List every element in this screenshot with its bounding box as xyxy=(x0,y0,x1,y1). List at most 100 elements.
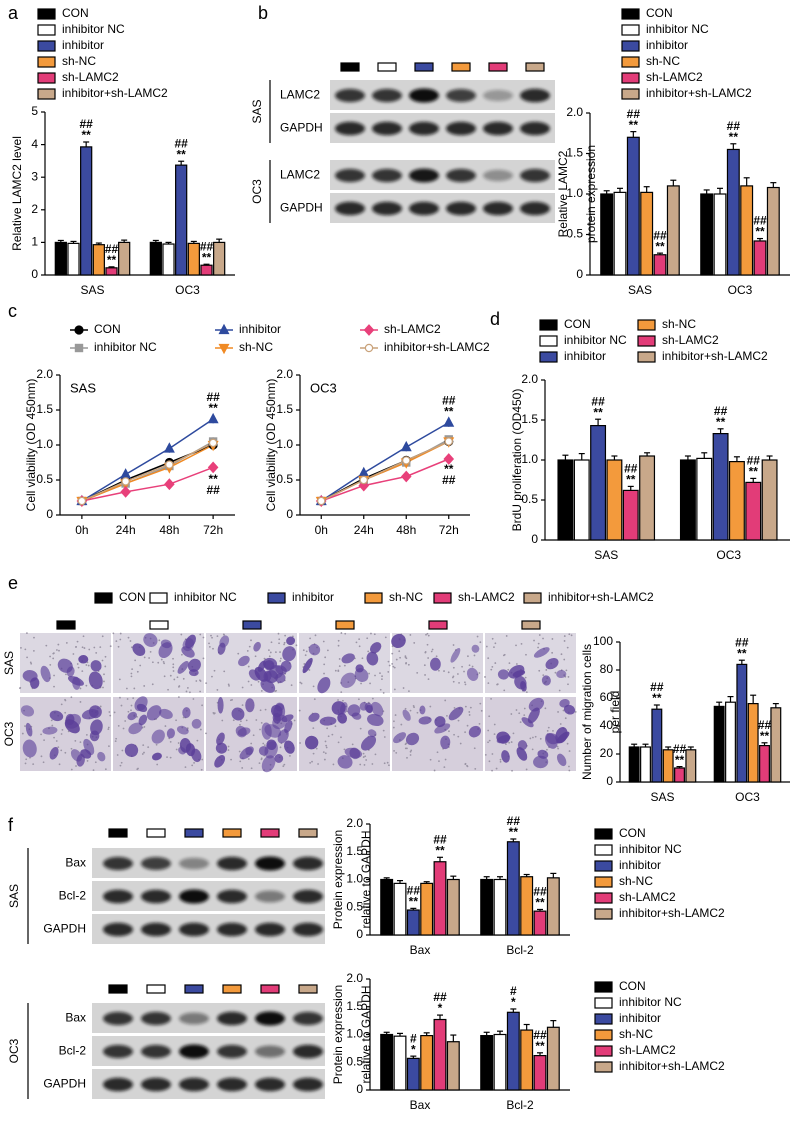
significance: ## xyxy=(753,214,767,228)
pore xyxy=(409,634,412,636)
series-line xyxy=(81,442,214,502)
bar xyxy=(480,878,494,936)
pore xyxy=(176,676,179,679)
x-tick-label: 72h xyxy=(439,523,459,537)
pore xyxy=(125,687,128,690)
pore xyxy=(208,646,211,648)
blot-band xyxy=(335,201,365,216)
legend-swatch xyxy=(539,335,558,347)
cell xyxy=(245,747,253,756)
pore xyxy=(447,671,450,674)
pore xyxy=(175,719,177,722)
pore xyxy=(241,767,244,769)
pore xyxy=(99,705,102,708)
pore xyxy=(529,737,532,740)
bar xyxy=(728,461,745,541)
significance: ** xyxy=(535,1039,545,1053)
lane-key xyxy=(108,828,128,838)
pore xyxy=(52,652,55,655)
pore xyxy=(86,760,89,762)
legend-swatch xyxy=(594,1029,613,1041)
pore xyxy=(51,724,54,727)
pore xyxy=(302,649,305,652)
pore xyxy=(427,657,430,659)
pore xyxy=(505,743,507,746)
blot-band xyxy=(520,168,550,183)
pore xyxy=(444,699,447,702)
pore xyxy=(246,650,249,652)
blot-strip xyxy=(330,160,555,190)
legend-label: CON xyxy=(619,826,646,840)
pore xyxy=(101,659,104,662)
cell xyxy=(556,753,567,767)
cell xyxy=(191,748,202,763)
pore xyxy=(340,632,343,634)
pore xyxy=(88,648,91,651)
y-axis-label: Cell viability (OD 450nm) xyxy=(24,379,38,512)
pore xyxy=(525,691,528,694)
pore xyxy=(525,768,528,771)
y-axis-label: Protein expression xyxy=(331,830,345,929)
cell xyxy=(124,743,139,758)
pore xyxy=(177,696,180,699)
pore xyxy=(248,645,251,648)
legend-swatch xyxy=(594,908,613,920)
pore xyxy=(195,680,198,682)
pore xyxy=(247,680,250,683)
cell xyxy=(391,633,406,649)
legend-marker xyxy=(74,343,84,353)
pore xyxy=(427,678,430,681)
pore xyxy=(61,728,64,731)
pore xyxy=(479,702,482,705)
pore xyxy=(388,764,390,767)
legend-label: inhibitor NC xyxy=(62,22,125,36)
pore xyxy=(451,676,454,679)
cell xyxy=(302,657,313,674)
pore xyxy=(464,683,467,686)
pore xyxy=(433,769,436,772)
pore xyxy=(388,664,391,667)
legend-swatch xyxy=(621,88,640,100)
pore xyxy=(399,656,401,659)
pore xyxy=(279,746,282,749)
pore xyxy=(283,763,286,766)
cell xyxy=(90,719,103,736)
cell xyxy=(215,742,228,754)
pore xyxy=(567,683,569,686)
pore xyxy=(409,750,412,753)
y-tick-label: 0 xyxy=(356,1082,363,1096)
y-axis-label: BrdU proliferation (OD450) xyxy=(510,389,524,532)
pore xyxy=(172,657,174,660)
bar xyxy=(480,1035,494,1091)
significance: ## xyxy=(591,394,605,408)
pore xyxy=(151,683,154,686)
x-tick-label: 24h xyxy=(116,523,136,537)
pore xyxy=(405,742,408,745)
significance: ## xyxy=(533,1028,547,1042)
legend-swatch xyxy=(37,24,56,36)
cell xyxy=(264,724,282,738)
cell xyxy=(217,696,224,714)
legend-swatch xyxy=(594,981,613,993)
bar xyxy=(761,459,778,541)
legend-swatch xyxy=(637,335,656,347)
blot-band xyxy=(179,922,209,937)
lane-key xyxy=(451,62,471,72)
pore xyxy=(382,691,385,694)
cell xyxy=(214,755,226,768)
pore xyxy=(466,724,469,727)
significance: ** xyxy=(509,825,519,839)
pore xyxy=(40,733,42,736)
legend-label: CON xyxy=(646,6,673,20)
y-tick-label: 40 xyxy=(600,718,614,732)
pore xyxy=(386,761,389,764)
blot-band xyxy=(335,88,365,103)
pore xyxy=(425,633,427,636)
pore xyxy=(216,635,219,638)
cell xyxy=(308,643,321,656)
pore xyxy=(180,633,183,636)
pore xyxy=(270,641,273,644)
y-axis-label: Protein expression xyxy=(331,985,345,1084)
pore xyxy=(274,690,277,693)
cell xyxy=(254,666,268,682)
